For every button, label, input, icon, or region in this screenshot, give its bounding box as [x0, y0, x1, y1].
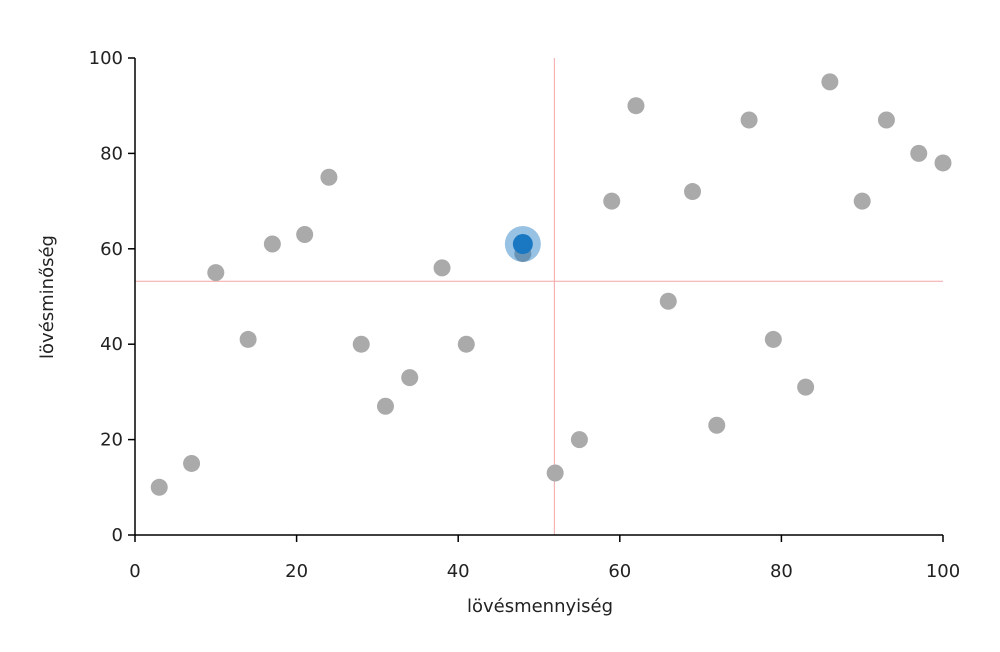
point: [401, 369, 419, 387]
x-tick-label: 20: [285, 561, 308, 582]
point: [877, 111, 895, 129]
point: [910, 144, 928, 162]
y-tick-label: 60: [100, 239, 123, 260]
y-tick-label: 40: [100, 334, 123, 355]
point: [457, 335, 475, 353]
highlight-point: [512, 234, 533, 255]
point: [853, 192, 871, 210]
point: [570, 431, 588, 449]
point: [150, 478, 168, 496]
point: [376, 397, 394, 415]
point: [263, 235, 281, 253]
point: [764, 330, 782, 348]
point: [603, 192, 621, 210]
point: [797, 378, 815, 396]
x-tick-label: 0: [129, 561, 140, 582]
x-axis-label: lövésmennyiség: [467, 596, 613, 617]
y-tick-label: 20: [100, 430, 123, 451]
point: [821, 73, 839, 91]
point: [433, 259, 451, 277]
point: [740, 111, 758, 129]
y-tick-label: 0: [112, 525, 123, 546]
point: [659, 292, 677, 310]
y-tick-label: 100: [89, 48, 123, 69]
point: [207, 264, 225, 282]
point: [352, 335, 370, 353]
point: [708, 416, 726, 434]
point: [934, 154, 952, 172]
point: [296, 225, 314, 243]
y-axis-label: lövésminőség: [37, 235, 58, 359]
point: [320, 168, 338, 186]
point: [546, 464, 564, 482]
x-tick-label: 80: [770, 561, 793, 582]
point: [627, 97, 645, 115]
point: [183, 454, 201, 472]
x-tick-label: 100: [926, 561, 960, 582]
y-tick-label: 80: [100, 143, 123, 164]
point: [684, 183, 702, 201]
x-tick-label: 40: [447, 561, 470, 582]
x-tick-label: 60: [608, 561, 631, 582]
point: [239, 330, 257, 348]
